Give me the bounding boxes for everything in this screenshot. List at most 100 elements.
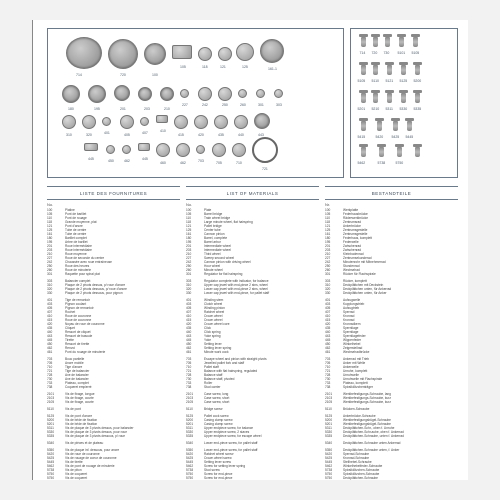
part-shape — [156, 143, 170, 157]
part-desc: Upper endpiece screw, for escape wheel — [204, 434, 319, 438]
part-shape — [102, 117, 111, 126]
part-row: 5335Deckplättchen-Schraube, unten f. Ank… — [325, 434, 458, 438]
part-desc: Plaque de 2 pivots dessous, pour pignon — [65, 291, 180, 295]
screw-icon — [415, 147, 420, 157]
screw-label: 5210 — [371, 107, 379, 111]
part-label: 125 — [242, 65, 248, 69]
part-row: 5750Screw for end-piece — [186, 476, 319, 480]
part-no: 5110 — [325, 407, 343, 411]
screw-label: 5311 — [385, 107, 393, 111]
part-desc: Werkbefestigungs-Schraube, kurz — [343, 400, 458, 404]
part-label: 440 — [238, 133, 244, 137]
part-label: 445 — [142, 157, 148, 161]
part-row: 5340Lower end-piece screw, for pallet st… — [186, 441, 319, 445]
part-label: 105 — [180, 65, 186, 69]
screw-icon — [361, 121, 366, 131]
part-row: 461Wechselradbrücke — [325, 350, 458, 354]
col-header-de: BESTANDTEILE — [325, 189, 458, 200]
part-shape — [120, 115, 134, 129]
part-label: 303 — [276, 103, 282, 107]
part-shape — [260, 39, 284, 63]
col-header-en: LIST OF MATERIALS — [186, 189, 319, 200]
part-label: 203 — [144, 107, 150, 111]
part-no: 5340 — [186, 441, 204, 445]
screws-diagram: 7147207305101510551055110512151255200520… — [350, 28, 458, 178]
screw-icon — [413, 37, 418, 47]
part-label: 180 — [68, 107, 74, 111]
part-desc: Minute work cock — [204, 350, 319, 354]
part-row: 738Stud carrier — [186, 385, 319, 389]
screw-icon — [361, 147, 366, 157]
part-desc: Coqueret empierré — [65, 385, 180, 389]
part-desc: Lower end-piece screw, for pallet staff — [204, 441, 319, 445]
part-no: 5335 — [47, 434, 65, 438]
column-de: BESTANDTEILE Nr. 100Werkplatte105Federha… — [325, 186, 458, 480]
screw-label: 5200 — [413, 79, 421, 83]
screw-icon — [373, 37, 378, 47]
part-label: 320 — [86, 133, 92, 137]
part-shape — [62, 115, 76, 129]
part-row: 2105Werkbefestigungs-Schraube, kurz — [325, 400, 458, 404]
part-shape — [174, 115, 188, 129]
part-label: 195 — [94, 107, 100, 111]
parts-diagram: 714720100105118121125161-118019520120321… — [47, 28, 344, 178]
screw-icon — [379, 147, 384, 157]
part-shape — [114, 85, 130, 101]
screw-icon — [373, 65, 378, 75]
part-label: 401 — [104, 131, 110, 135]
part-shape — [232, 143, 246, 157]
part-shape — [140, 117, 149, 126]
part-label: 410 — [160, 129, 166, 133]
screw-label: 5125 — [399, 79, 407, 83]
screw-icon — [415, 93, 420, 103]
part-no: 5750 — [47, 476, 65, 480]
part-desc: Deckplättchen unten, für Anker — [343, 291, 458, 295]
part-label: 462 — [124, 159, 130, 163]
part-label: 445 — [88, 157, 94, 161]
screw-label: 720 — [371, 51, 377, 55]
part-row: 330Plaque de 2 pivots dessous, pour pign… — [47, 291, 180, 295]
part-desc: Vis de pièces et de plateau — [65, 441, 180, 445]
part-row: 738Coqueret empierré — [47, 385, 180, 389]
part-label: 260 — [240, 103, 246, 107]
part-shape — [144, 43, 166, 65]
screw-icon — [385, 37, 390, 47]
part-shape — [198, 87, 212, 101]
screw-label: 5101 — [397, 51, 405, 55]
part-desc: Deckplättchen-Schraube, unten f. Ankerra… — [343, 434, 458, 438]
screw-icon — [401, 65, 406, 75]
part-row: 5110Brücken-Schraube — [325, 407, 458, 411]
part-row: 5750Deckplättchen-Schraube — [325, 476, 458, 480]
diagram-row: 714720100105118121125161-118019520120321… — [47, 28, 458, 178]
part-desc: Screw for end-piece — [204, 476, 319, 480]
screw-icon — [361, 65, 366, 75]
part-shape — [238, 89, 247, 98]
part-label: 435 — [218, 133, 224, 137]
part-shape — [180, 89, 189, 98]
part-row: 5110Bridge screw — [186, 407, 319, 411]
screw-icon — [361, 93, 366, 103]
part-shape — [212, 143, 226, 157]
part-no: 5335 — [186, 434, 204, 438]
part-shape — [138, 87, 152, 101]
part-no: 301 — [47, 272, 65, 276]
part-desc: Brücken-Schraube — [343, 407, 458, 411]
part-shape — [122, 145, 131, 154]
screw-label: 5420 — [375, 135, 383, 139]
part-label: 462 — [180, 161, 186, 165]
part-no: 461 — [186, 350, 204, 354]
part-shape — [218, 87, 232, 101]
part-row: 461Pont du rouage de minuterie — [47, 350, 180, 354]
part-shape — [156, 115, 168, 123]
column-fr: LISTE DES FOURNITURES No. 100Platine105P… — [47, 186, 180, 480]
part-desc: Regulator for flat hairspring — [204, 272, 319, 276]
part-row: 330Lower cap jewel with end-piece, for p… — [186, 291, 319, 295]
part-desc: Rücker für Flachspirale — [343, 272, 458, 276]
part-row: 2105Vis de fixage, courte — [47, 400, 180, 404]
part-desc: Pont du rouage de minuterie — [65, 350, 180, 354]
screw-icon — [373, 93, 378, 103]
part-label: 450 — [108, 159, 114, 163]
part-label: 227 — [182, 103, 188, 107]
part-shape — [196, 145, 205, 154]
parts-tables: LISTE DES FOURNITURES No. 100Platine105P… — [47, 186, 458, 480]
